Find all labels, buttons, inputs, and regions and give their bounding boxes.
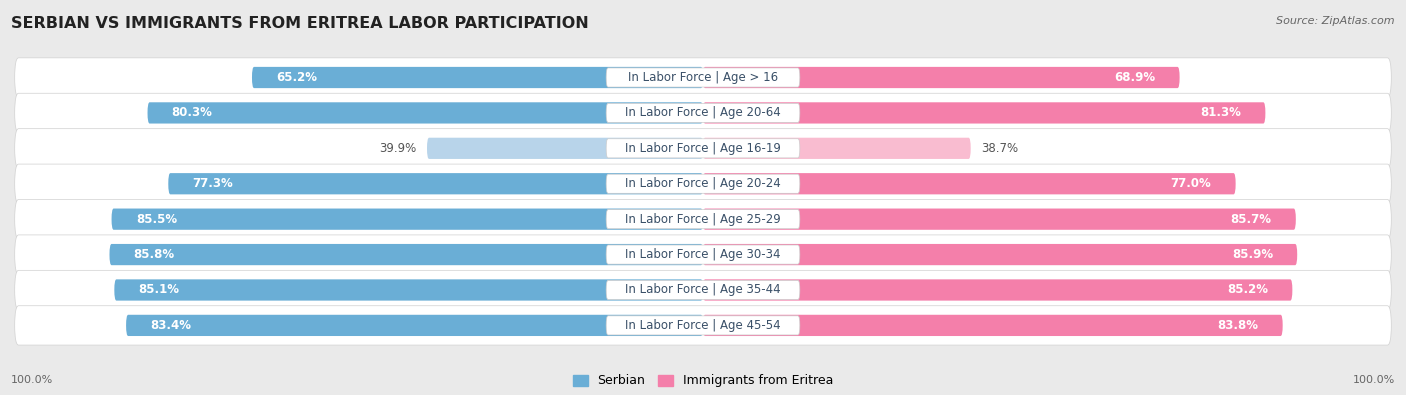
FancyBboxPatch shape (606, 103, 800, 122)
FancyBboxPatch shape (110, 244, 703, 265)
Text: 100.0%: 100.0% (11, 375, 53, 385)
FancyBboxPatch shape (703, 138, 970, 159)
FancyBboxPatch shape (127, 315, 703, 336)
Text: In Labor Force | Age 35-44: In Labor Force | Age 35-44 (626, 284, 780, 297)
FancyBboxPatch shape (606, 210, 800, 229)
FancyBboxPatch shape (703, 244, 1298, 265)
FancyBboxPatch shape (606, 245, 800, 264)
FancyBboxPatch shape (111, 209, 703, 230)
FancyBboxPatch shape (252, 67, 703, 88)
Text: In Labor Force | Age 20-64: In Labor Force | Age 20-64 (626, 106, 780, 119)
Text: 80.3%: 80.3% (172, 106, 212, 119)
Text: 85.9%: 85.9% (1232, 248, 1272, 261)
Text: SERBIAN VS IMMIGRANTS FROM ERITREA LABOR PARTICIPATION: SERBIAN VS IMMIGRANTS FROM ERITREA LABOR… (11, 16, 589, 31)
FancyBboxPatch shape (14, 129, 1392, 168)
FancyBboxPatch shape (14, 164, 1392, 203)
FancyBboxPatch shape (606, 280, 800, 299)
FancyBboxPatch shape (606, 174, 800, 193)
FancyBboxPatch shape (14, 306, 1392, 345)
FancyBboxPatch shape (606, 139, 800, 158)
Text: In Labor Force | Age 16-19: In Labor Force | Age 16-19 (626, 142, 780, 155)
Text: 68.9%: 68.9% (1115, 71, 1156, 84)
FancyBboxPatch shape (14, 270, 1392, 310)
Text: 81.3%: 81.3% (1201, 106, 1241, 119)
Text: 77.3%: 77.3% (193, 177, 233, 190)
FancyBboxPatch shape (114, 279, 703, 301)
Text: In Labor Force | Age > 16: In Labor Force | Age > 16 (628, 71, 778, 84)
FancyBboxPatch shape (14, 58, 1392, 97)
FancyBboxPatch shape (703, 67, 1180, 88)
Text: 83.8%: 83.8% (1218, 319, 1258, 332)
FancyBboxPatch shape (148, 102, 703, 124)
FancyBboxPatch shape (606, 316, 800, 335)
Text: In Labor Force | Age 20-24: In Labor Force | Age 20-24 (626, 177, 780, 190)
Text: 85.7%: 85.7% (1230, 213, 1271, 226)
FancyBboxPatch shape (703, 279, 1292, 301)
Text: 85.5%: 85.5% (136, 213, 177, 226)
FancyBboxPatch shape (169, 173, 703, 194)
Text: 85.2%: 85.2% (1227, 284, 1268, 297)
FancyBboxPatch shape (703, 315, 1282, 336)
Text: 100.0%: 100.0% (1353, 375, 1395, 385)
Text: 77.0%: 77.0% (1171, 177, 1212, 190)
Text: Source: ZipAtlas.com: Source: ZipAtlas.com (1277, 16, 1395, 26)
Legend: Serbian, Immigrants from Eritrea: Serbian, Immigrants from Eritrea (568, 369, 838, 392)
FancyBboxPatch shape (14, 199, 1392, 239)
Text: 85.1%: 85.1% (139, 284, 180, 297)
FancyBboxPatch shape (703, 102, 1265, 124)
Text: 65.2%: 65.2% (276, 71, 318, 84)
Text: 83.4%: 83.4% (150, 319, 191, 332)
Text: In Labor Force | Age 30-34: In Labor Force | Age 30-34 (626, 248, 780, 261)
FancyBboxPatch shape (427, 138, 703, 159)
FancyBboxPatch shape (703, 173, 1236, 194)
Text: In Labor Force | Age 45-54: In Labor Force | Age 45-54 (626, 319, 780, 332)
Text: In Labor Force | Age 25-29: In Labor Force | Age 25-29 (626, 213, 780, 226)
Text: 39.9%: 39.9% (380, 142, 416, 155)
Text: 38.7%: 38.7% (981, 142, 1018, 155)
Text: 85.8%: 85.8% (134, 248, 174, 261)
FancyBboxPatch shape (606, 68, 800, 87)
FancyBboxPatch shape (14, 235, 1392, 274)
FancyBboxPatch shape (703, 209, 1296, 230)
FancyBboxPatch shape (14, 93, 1392, 133)
